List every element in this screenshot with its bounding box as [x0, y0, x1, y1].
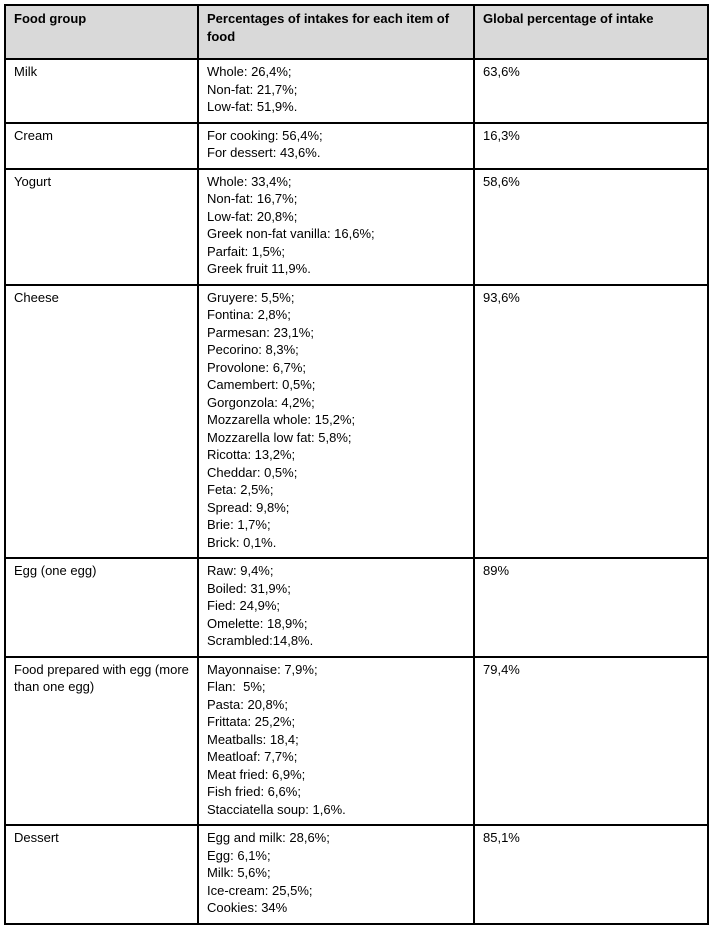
item-line: Camembert: 0,5%;	[207, 377, 316, 392]
item-line: Meat fried: 6,9%;	[207, 766, 306, 782]
item-percentages-cell: Whole: 33,4%; Non-fat: 16,7%; Low-fat: 20,…	[197, 167, 475, 286]
item-line: Greek fruit 11,9%.	[207, 261, 311, 276]
food-group-cell: Dessert	[4, 824, 199, 925]
item-percentages-cell: Whole: 26,4%; Non-fat: 21,7%; Low-fat: 51,…	[197, 58, 475, 124]
item-line: Spread: 9,8%;	[207, 499, 290, 515]
item-line: For cooking: 56,4%;	[207, 127, 323, 143]
food-group-cell: Cream	[4, 121, 199, 170]
item-line: Mayonnaise: 7,9%;	[207, 661, 318, 677]
food-group-cell: Egg (one egg)	[4, 557, 199, 658]
item-line: Stacciatella soup: 1,6%.	[207, 801, 346, 817]
item-line: Non-fat: 21,7%;	[207, 81, 298, 97]
item-line: Frittata: 25,2%;	[207, 714, 296, 729]
item-line: Cookies: 34%	[207, 900, 288, 915]
item-line: Whole: 33,4%;	[207, 173, 292, 189]
item-line: Parfait: 1,5%;	[207, 243, 286, 259]
item-percentages-cell: Raw: 9,4%; Boiled: 31,9%; Fied: 24,9%; Omel…	[197, 557, 475, 658]
food-group-cell: Food prepared with egg (more than one eg…	[4, 655, 199, 826]
item-percentages-cell: Mayonnaise: 7,9%; Flan: 5%; Pasta: 20,8%; F…	[197, 655, 475, 826]
item-line: Brick: 0,1%.	[207, 534, 277, 550]
global-percentage-cell: 58,6%	[473, 167, 709, 286]
table-body: Milk Whole: 26,4%; Non-fat: 21,7%; Low-fat…	[4, 58, 709, 925]
item-line: For dessert: 43,6%.	[207, 145, 321, 160]
item-line: Brie: 1,7%;	[207, 517, 271, 532]
item-line: Egg: 6,1%;	[207, 847, 271, 863]
item-line: Pasta: 20,8%;	[207, 696, 288, 712]
item-line: Scrambled:14,8%.	[207, 633, 314, 648]
item-line: Whole: 26,4%;	[207, 64, 292, 79]
item-line: Non-fat: 16,7%;	[207, 191, 298, 206]
table-row: Cream For cooking: 56,4%; For dessert: 43…	[4, 121, 709, 170]
food-group-cell: Yogurt	[4, 167, 199, 286]
item-line: Greek non-fat vanilla: 16,6%;	[207, 226, 375, 241]
item-line: Fied: 24,9%;	[207, 598, 280, 613]
food-group-cell: Milk	[4, 58, 199, 124]
item-percentages-cell: Egg and milk: 28,6%; Egg: 6,1%; Milk: 5,6%…	[197, 824, 475, 925]
table-row: Yogurt Whole: 33,4%; Non-fat: 16,7%; Low-f…	[4, 167, 709, 286]
global-percentage-cell: 85,1%	[473, 824, 709, 925]
item-line: Fish fried: 6,6%;	[207, 784, 301, 799]
item-line: Provolone: 6,7%;	[207, 359, 307, 375]
item-line: Meatloaf: 7,7%;	[207, 749, 298, 764]
item-line: Low-fat: 20,8%;	[207, 208, 298, 224]
item-line: Egg and milk: 28,6%;	[207, 830, 330, 845]
item-line: Pecorino: 8,3%;	[207, 342, 299, 357]
item-line: Meatballs: 18,4;	[207, 731, 299, 747]
table-row: Egg (one egg) Raw: 9,4%; Boiled: 31,9%; Fi…	[4, 557, 709, 658]
header-row: Food group Percentages of intakes for ea…	[4, 4, 709, 60]
item-percentages-cell: Gruyere: 5,5%; Fontina: 2,8%; Parmesan: 23…	[197, 283, 475, 559]
item-line: Gorgonzola: 4,2%;	[207, 394, 315, 410]
food-intake-table: Food group Percentages of intakes for ea…	[4, 4, 709, 925]
item-line: Gruyere: 5,5%;	[207, 289, 295, 305]
item-line: Mozzarella whole: 15,2%;	[207, 412, 356, 427]
global-percentage-cell: 93,6%	[473, 283, 709, 559]
item-line: Milk: 5,6%;	[207, 865, 271, 880]
item-line: Ricotta: 13,2%;	[207, 447, 296, 462]
food-group-cell: Cheese	[4, 283, 199, 559]
global-percentage-cell: 16,3%	[473, 121, 709, 170]
table-row: Cheese Gruyere: 5,5%; Fontina: 2,8%; Parme…	[4, 283, 709, 559]
table-row: Dessert Egg and milk: 28,6%; Egg: 6,1%; Mi…	[4, 824, 709, 925]
column-header-global-percentage: Global percentage of intake	[473, 4, 709, 60]
global-percentage-cell: 63,6%	[473, 58, 709, 124]
item-line: Feta: 2,5%;	[207, 482, 274, 497]
item-percentages-cell: For cooking: 56,4%; For dessert: 43,6%.	[197, 121, 475, 170]
column-header-percentages: Percentages of intakes for each item of …	[197, 4, 475, 60]
item-line: Omelette: 18,9%;	[207, 615, 308, 631]
table-row: Food prepared with egg (more than one eg…	[4, 655, 709, 826]
item-line: Boiled: 31,9%;	[207, 580, 291, 596]
column-header-food-group: Food group	[4, 4, 199, 60]
item-line: Low-fat: 51,9%.	[207, 99, 298, 114]
item-line: Fontina: 2,8%;	[207, 307, 291, 322]
global-percentage-cell: 89%	[473, 557, 709, 658]
global-percentage-cell: 79,4%	[473, 655, 709, 826]
table-row: Milk Whole: 26,4%; Non-fat: 21,7%; Low-fat…	[4, 58, 709, 124]
item-line: Flan: 5%;	[207, 679, 266, 694]
item-line: Raw: 9,4%;	[207, 563, 274, 578]
item-line: Mozzarella low fat: 5,8%;	[207, 429, 352, 445]
item-line: Cheddar: 0,5%;	[207, 464, 298, 480]
item-line: Parmesan: 23,1%;	[207, 324, 314, 340]
item-line: Ice-cream: 25,5%;	[207, 882, 313, 898]
